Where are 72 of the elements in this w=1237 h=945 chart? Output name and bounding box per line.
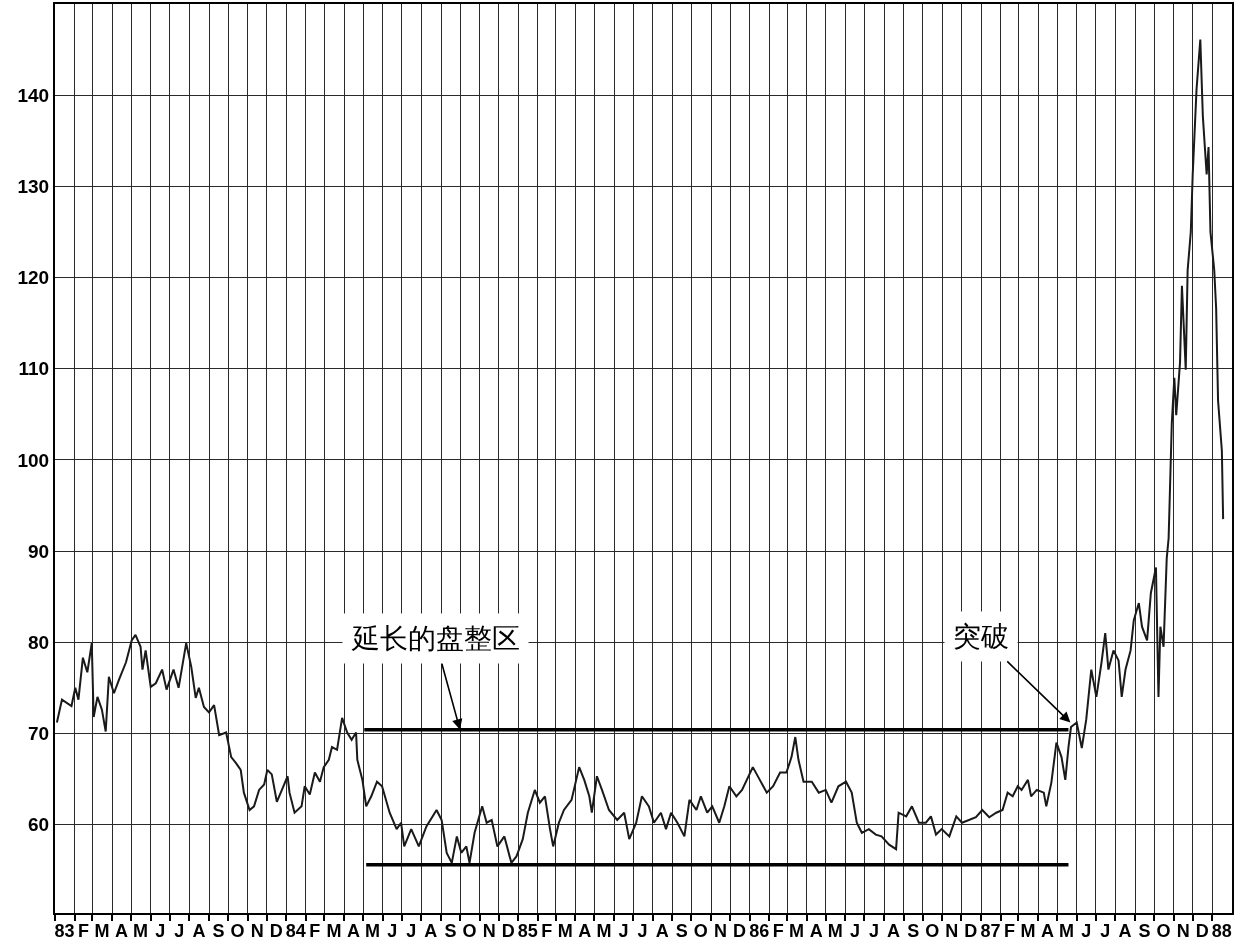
x-tick-label: D xyxy=(964,920,978,941)
x-tick-label: A xyxy=(115,920,129,941)
x-tick-label: 83 xyxy=(54,920,75,941)
x-tick-label: M xyxy=(133,920,149,941)
x-tick-label: N xyxy=(714,920,728,941)
annotation: 突破 xyxy=(953,620,1009,653)
x-tick-label: 88 xyxy=(1211,920,1232,941)
x-tick-label: F xyxy=(1004,920,1016,941)
x-tick-label: J xyxy=(387,920,398,941)
x-tick-label: A xyxy=(192,920,206,941)
x-tick-label: M xyxy=(326,920,342,941)
x-tick-label: 86 xyxy=(749,920,770,941)
x-tick-label: O xyxy=(1156,920,1171,941)
x-tick-label: S xyxy=(212,920,225,941)
x-tick-label: N xyxy=(1176,920,1190,941)
x-tick-label: S xyxy=(1138,920,1151,941)
x-tick-label: A xyxy=(1041,920,1055,941)
x-tick-label: A xyxy=(578,920,592,941)
x-tick-label: A xyxy=(887,920,901,941)
x-tick-label: M xyxy=(1059,920,1075,941)
x-tick-label: F xyxy=(772,920,784,941)
x-tick-label: J xyxy=(637,920,648,941)
x-tick-label: D xyxy=(1195,920,1209,941)
annotation: 延长的盘整区 xyxy=(351,622,520,655)
x-tick-label: M xyxy=(365,920,381,941)
x-tick-label: 85 xyxy=(517,920,538,941)
x-tick-label: S xyxy=(444,920,457,941)
y-tick-label: 100 xyxy=(17,449,50,471)
x-tick-label: J xyxy=(1100,920,1111,941)
x-tick-label: 87 xyxy=(980,920,1001,941)
y-tick-label: 70 xyxy=(28,723,50,745)
y-tick-label: 130 xyxy=(17,176,50,197)
x-tick-label: A xyxy=(809,920,823,941)
x-tick-label: A xyxy=(347,920,361,941)
x-tick-label: O xyxy=(925,920,940,941)
y-tick-label: 80 xyxy=(28,631,50,653)
x-tick-label: A xyxy=(655,920,669,941)
x-tick-label: J xyxy=(868,920,879,941)
x-tick-label: M xyxy=(1020,920,1036,941)
x-tick-label: F xyxy=(78,920,90,941)
x-tick-label: M xyxy=(557,920,573,941)
y-tick-label: 110 xyxy=(18,358,50,380)
x-tick-label: S xyxy=(907,920,920,941)
x-tick-label: S xyxy=(675,920,688,941)
x-tick-label: M xyxy=(789,920,805,941)
y-tick-label: 120 xyxy=(17,267,50,289)
x-tick-label: A xyxy=(1118,920,1132,941)
x-tick-label: D xyxy=(501,920,515,941)
x-tick-label: M xyxy=(596,920,612,941)
x-tick-label: 84 xyxy=(285,920,306,941)
x-tick-label: F xyxy=(309,920,321,941)
x-tick-label: N xyxy=(250,920,264,941)
y-tick-label: 90 xyxy=(28,540,50,562)
x-tick-label: J xyxy=(1081,920,1092,941)
x-tick-label: J xyxy=(406,920,417,941)
x-tick-label: A xyxy=(424,920,438,941)
y-tick-label: 60 xyxy=(28,814,50,836)
x-tick-label: M xyxy=(94,920,110,941)
x-tick-label: J xyxy=(618,920,629,941)
x-tick-label: D xyxy=(269,920,283,941)
x-tick-label: O xyxy=(230,920,245,941)
x-tick-label: D xyxy=(733,920,747,941)
x-tick-label: M xyxy=(827,920,843,941)
x-tick-label: N xyxy=(945,920,959,941)
x-tick-label: O xyxy=(693,920,708,941)
x-tick-label: J xyxy=(849,920,860,941)
x-tick-label: N xyxy=(482,920,496,941)
x-tick-label: F xyxy=(541,920,553,941)
y-tick-label: 140 xyxy=(17,84,50,106)
x-tick-label: J xyxy=(155,920,166,941)
x-tick-label: J xyxy=(174,920,185,941)
x-tick-label: O xyxy=(462,920,477,941)
